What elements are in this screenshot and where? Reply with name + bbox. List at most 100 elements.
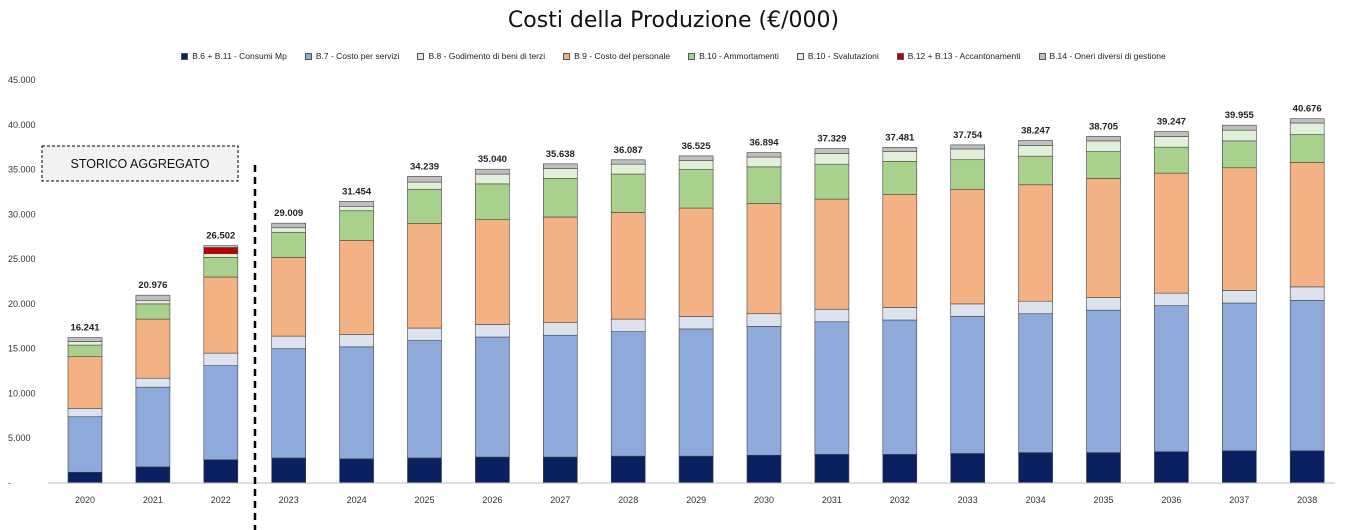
legend-label: B.14 - Oneri diversi di gestione [1049,51,1166,61]
bar-segment [271,222,307,229]
bar-segment [475,173,510,185]
bar-segment [542,168,578,179]
total-data-label: 38.705 [1089,121,1119,132]
bar-segment [1222,140,1257,169]
legend-item: B.7 - Costo per servizi [304,51,400,61]
bar-segment [407,457,442,484]
bar-segment [678,316,714,330]
bar-segment [67,471,103,484]
bar-segment [339,346,374,460]
bar-segment [1222,302,1257,452]
bar-segment [678,160,714,170]
bar-segment [67,416,103,473]
bar-segment [678,455,714,484]
bar-segment [882,147,918,152]
x-tick-label: 2024 [347,495,367,505]
bar-segment [950,303,986,317]
legend-label: B.6 + B.11 - Consumi Mp [192,51,287,61]
bar-segment [1222,450,1257,484]
bar-segment [1086,151,1121,179]
bar-segment [1222,129,1257,142]
bar-segment [203,365,239,461]
bar-segment [135,294,171,301]
y-tick-label: 35.000 [8,165,36,175]
bar-segment [203,276,239,354]
legend-label: B.7 - Costo per servizi [315,51,400,61]
y-tick-label: 40.000 [8,120,36,130]
total-data-label: 36.894 [749,138,779,149]
y-tick-label: 5.000 [8,433,31,443]
x-tick-label: 2029 [686,495,706,505]
x-tick-label: 2036 [1161,495,1181,505]
y-tick-label: 25.000 [8,254,36,264]
legend-swatch [1038,52,1046,60]
bar-segment [542,334,578,458]
bar-segment [1018,140,1053,146]
legend-swatch [688,52,696,60]
bar-segment [339,210,374,241]
bar-segment [271,257,307,337]
y-tick-label: 10.000 [8,388,36,398]
bar-segment [135,377,171,388]
legend-swatch [563,52,571,60]
x-tick-label: 2026 [482,495,502,505]
bar-segment [610,212,646,320]
bar-segment [746,166,782,204]
legend-item: B.12 + B.13 - Accantonamenti [896,51,1021,61]
x-tick-label: 2022 [211,495,231,505]
bar-segment [1018,300,1053,315]
x-tick-label: 2031 [822,495,842,505]
bar-segment [1289,118,1325,124]
y-tick-label: 30.000 [8,209,36,219]
legend-item: B.10 - Svalutazioni [796,51,879,61]
total-data-label: 16.241 [70,323,100,334]
bar-segment [1289,300,1325,452]
bar-segment [814,308,850,323]
bar-segment [950,148,986,161]
total-data-label: 36.525 [682,141,712,152]
bar-segment [542,456,578,484]
bar-segment [339,458,374,484]
total-data-label: 35.040 [478,154,507,165]
bar-segment [882,161,918,195]
bar-segment [271,231,307,258]
bar-segment [542,178,578,218]
bar-segment [1222,167,1257,291]
bar-segment [135,466,171,484]
total-data-label: 36.087 [614,145,643,156]
bar-segment [814,163,850,200]
bar-segment [407,327,442,341]
bar-segment [475,219,510,325]
bar-segment [1154,305,1189,452]
bar-segment [610,331,646,457]
bar-segment [407,222,442,329]
bar-segment [135,303,171,320]
bar-segment [610,318,646,332]
x-tick-label: 2030 [754,495,774,505]
legend-swatch [896,52,904,60]
bar-segment [1289,134,1325,163]
bar-segment [1086,140,1121,152]
bar-segment [1154,451,1189,484]
bar-segment [814,198,850,310]
bar-segment [950,159,986,190]
bar-segment [67,341,103,346]
total-data-label: 37.481 [885,132,915,143]
bar-segment [1154,136,1189,148]
bar-segment [814,321,850,455]
y-tick-label: 45.000 [8,75,36,85]
x-tick-label: 2028 [618,495,638,505]
bar-segment [950,316,986,454]
x-tick-label: 2035 [1093,495,1113,505]
bar-segment [1289,286,1325,301]
bar-segment [1154,131,1189,137]
total-data-label: 38.247 [1021,125,1050,136]
bar-segment [1086,452,1121,484]
chart-title: Costi della Produzione (€/000) [507,8,840,33]
legend-swatch [796,52,804,60]
bar-segment [1086,136,1121,142]
bar-segment [1018,155,1053,186]
bar-segment [67,356,103,409]
bar-segment [1086,178,1121,298]
